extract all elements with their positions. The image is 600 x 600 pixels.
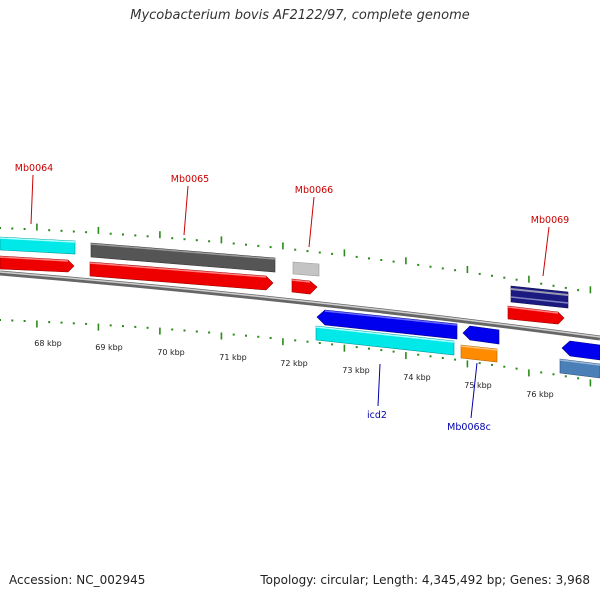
label-mb0064[interactable]: Mb0064 — [15, 163, 53, 174]
label-mb0068c[interactable]: Mb0068c — [447, 422, 491, 433]
label-icd2[interactable]: icd2 — [367, 410, 387, 421]
reverse-features — [315, 309, 600, 379]
forward-labels: Mb0064 Mb0065 Mb0066 Mb0069 — [15, 163, 569, 277]
gene-feature-darkgray[interactable] — [90, 242, 276, 273]
gene-feature-cyan-2[interactable] — [315, 325, 455, 356]
scale-label: 71 kbp — [219, 353, 247, 362]
gene-feature-blue-2[interactable] — [462, 325, 500, 345]
label-mb0065[interactable]: Mb0065 — [171, 174, 209, 185]
gene-feature-red-4[interactable] — [507, 305, 565, 325]
accession-text: Accession: NC_002945 — [9, 573, 146, 587]
leader-line-icd2 — [377, 363, 381, 407]
label-mb0069[interactable]: Mb0069 — [531, 215, 569, 226]
reverse-labels: icd2 Mb0068c — [367, 362, 491, 433]
leader-line-mb0064 — [30, 174, 34, 225]
scale-label: 76 kbp — [526, 390, 554, 399]
scale-labels: 68 kbp 69 kbp 70 kbp 71 kbp 72 kbp 73 kb… — [34, 339, 554, 399]
genome-backbone-highlight — [0, 271, 600, 338]
map-title: Mycobacterium bovis AF2122/97, complete … — [130, 8, 470, 23]
gene-feature-lightgray[interactable] — [292, 261, 320, 277]
label-mb0066[interactable]: Mb0066 — [295, 185, 333, 196]
leader-line-mb0065 — [183, 185, 189, 236]
scale-label: 70 kbp — [157, 348, 185, 357]
scale-label: 69 kbp — [95, 343, 123, 352]
gene-feature-red-2[interactable] — [89, 261, 274, 291]
forward-features — [0, 236, 569, 325]
leader-line-mb0068c — [470, 362, 478, 419]
scale-label: 74 kbp — [403, 373, 431, 382]
genome-summary-text: Topology: circular; Length: 4,345,492 bp… — [260, 573, 590, 587]
leader-line-mb0066 — [308, 196, 315, 248]
scale-label: 75 kbp — [464, 381, 492, 390]
leader-line-mb0069 — [542, 226, 550, 277]
lower-tick-ring — [0, 319, 592, 387]
genome-backbone — [0, 270, 600, 341]
scale-label: 68 kbp — [34, 339, 62, 348]
scale-label: 73 kbp — [342, 366, 370, 375]
upper-tick-ring — [0, 223, 592, 294]
gene-feature-blue-3[interactable] — [561, 340, 600, 361]
gene-feature-blue-1[interactable] — [316, 309, 458, 340]
scale-label: 72 kbp — [280, 359, 308, 368]
gene-feature-red-3[interactable] — [291, 278, 318, 295]
